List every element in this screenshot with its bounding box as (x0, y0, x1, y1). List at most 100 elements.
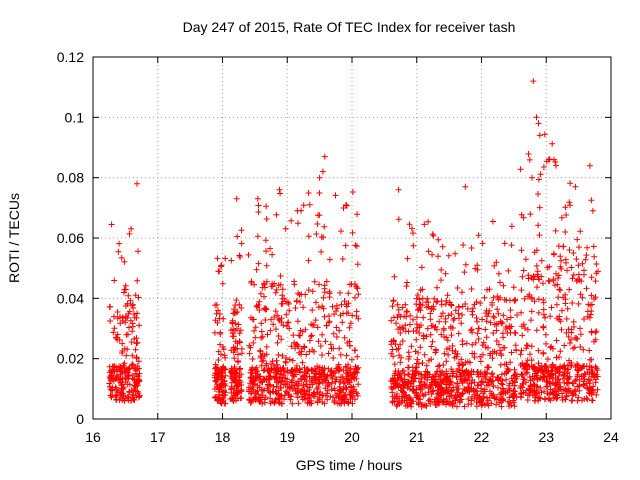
data-point (129, 302, 136, 309)
data-point (328, 345, 335, 352)
data-point (391, 361, 398, 368)
data-point (401, 379, 408, 386)
data-point (133, 370, 139, 377)
data-point (569, 275, 576, 282)
data-point (495, 375, 501, 382)
data-point (588, 274, 595, 281)
data-point (308, 321, 315, 328)
data-point (308, 366, 315, 373)
data-point (248, 390, 255, 397)
data-point (501, 296, 508, 303)
data-point (555, 294, 562, 301)
data-point (124, 381, 131, 388)
data-point (273, 375, 280, 382)
data-point (517, 166, 524, 173)
data-point (313, 231, 320, 237)
data-point (478, 385, 484, 392)
data-point (514, 373, 520, 380)
data-point (523, 345, 530, 352)
data-point (279, 295, 286, 302)
data-point (321, 223, 328, 230)
data-point (422, 391, 429, 398)
data-point (416, 296, 423, 303)
y-tick-label: 0 (76, 411, 84, 427)
data-point (444, 376, 451, 383)
data-point (280, 381, 287, 388)
data-point (493, 338, 500, 344)
data-point (218, 263, 224, 270)
data-point (575, 271, 582, 278)
data-point (326, 313, 332, 319)
data-point (347, 365, 354, 372)
data-point (474, 394, 481, 401)
data-point (125, 292, 132, 299)
data-point (536, 132, 543, 139)
data-point (489, 370, 496, 377)
data-point (231, 310, 238, 317)
data-point (583, 252, 590, 259)
data-point (236, 252, 243, 259)
data-point (436, 318, 443, 325)
data-point (463, 340, 470, 347)
data-point (279, 400, 286, 407)
data-point (563, 315, 570, 322)
data-point (429, 251, 436, 258)
data-point (348, 392, 355, 399)
data-point (540, 323, 547, 330)
data-point (459, 311, 465, 318)
data-point (263, 262, 270, 269)
data-point (447, 401, 453, 408)
data-point (238, 382, 245, 388)
data-point (564, 305, 571, 312)
data-point (311, 370, 317, 377)
data-point (264, 331, 271, 338)
data-point (562, 291, 569, 298)
data-point (355, 291, 362, 298)
data-point (343, 375, 350, 382)
data-point (535, 296, 542, 303)
data-point (215, 307, 221, 314)
data-point (511, 329, 518, 336)
data-point (252, 334, 259, 341)
y-tick-label: 0.06 (57, 230, 84, 246)
data-point (237, 365, 244, 372)
data-point (108, 221, 115, 228)
data-point (408, 400, 415, 407)
data-point (587, 377, 594, 384)
data-point (316, 174, 323, 181)
data-point (114, 331, 121, 338)
data-point (263, 216, 270, 222)
data-point (421, 221, 428, 228)
data-point (416, 324, 423, 331)
data-point (309, 307, 316, 314)
data-point (410, 242, 417, 249)
data-point (395, 368, 402, 375)
data-point (529, 383, 536, 390)
data-point (238, 240, 245, 247)
data-point (589, 397, 595, 404)
data-point (129, 328, 136, 335)
data-point (136, 392, 143, 399)
data-point (472, 265, 479, 272)
data-point (250, 339, 257, 346)
data-point (561, 342, 568, 349)
data-point (351, 373, 358, 380)
data-point (532, 368, 539, 375)
data-point (106, 304, 113, 310)
data-point (214, 255, 221, 262)
data-point (438, 277, 444, 284)
y-axis-label: ROTI / TECUs (6, 193, 22, 283)
data-point (451, 354, 458, 361)
data-point (532, 390, 539, 397)
data-point (475, 382, 482, 389)
data-point (568, 397, 575, 404)
data-point (526, 385, 533, 392)
data-point (548, 304, 555, 311)
data-point (576, 376, 583, 383)
data-point (303, 370, 310, 377)
data-point (321, 365, 328, 372)
data-point (269, 251, 276, 258)
data-point (317, 379, 323, 385)
data-point (230, 333, 237, 340)
data-point (300, 382, 307, 389)
